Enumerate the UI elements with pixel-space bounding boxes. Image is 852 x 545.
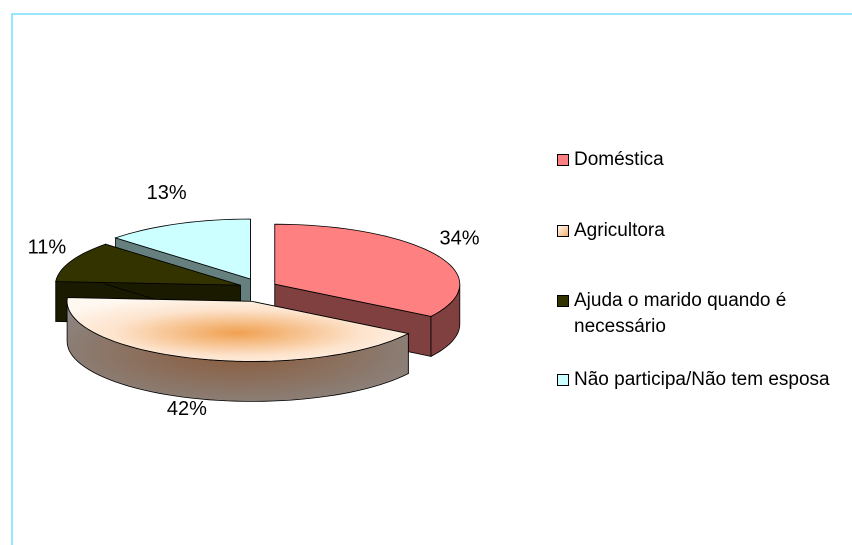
legend-item: Agricultora bbox=[557, 218, 842, 244]
legend-swatch bbox=[557, 374, 569, 386]
legend-label: Ajuda o marido quando é necessário bbox=[574, 290, 787, 337]
legend-label: Doméstica bbox=[574, 149, 664, 170]
slice-top bbox=[66, 297, 410, 362]
data-label: 11% bbox=[28, 237, 67, 259]
legend-swatch bbox=[557, 295, 569, 307]
legend-label: Agricultora bbox=[574, 220, 665, 241]
chart-border bbox=[11, 13, 852, 545]
pie-slice bbox=[66, 297, 410, 402]
data-label: 34% bbox=[440, 228, 480, 250]
pie-slice bbox=[274, 223, 461, 358]
legend-swatch bbox=[557, 154, 569, 166]
data-label: 13% bbox=[147, 182, 187, 204]
data-label: 42% bbox=[167, 398, 207, 420]
legend-item: Doméstica bbox=[557, 147, 842, 173]
slice-top bbox=[55, 243, 241, 286]
legend-swatch bbox=[557, 225, 569, 237]
legend-item: Ajuda o marido quando é necessário bbox=[557, 288, 842, 340]
slice-top bbox=[274, 223, 461, 317]
slice-top bbox=[114, 218, 251, 280]
legend-label: Não participa/Não tem esposa bbox=[574, 369, 830, 390]
legend-item: Não participa/Não tem esposa bbox=[557, 367, 842, 393]
